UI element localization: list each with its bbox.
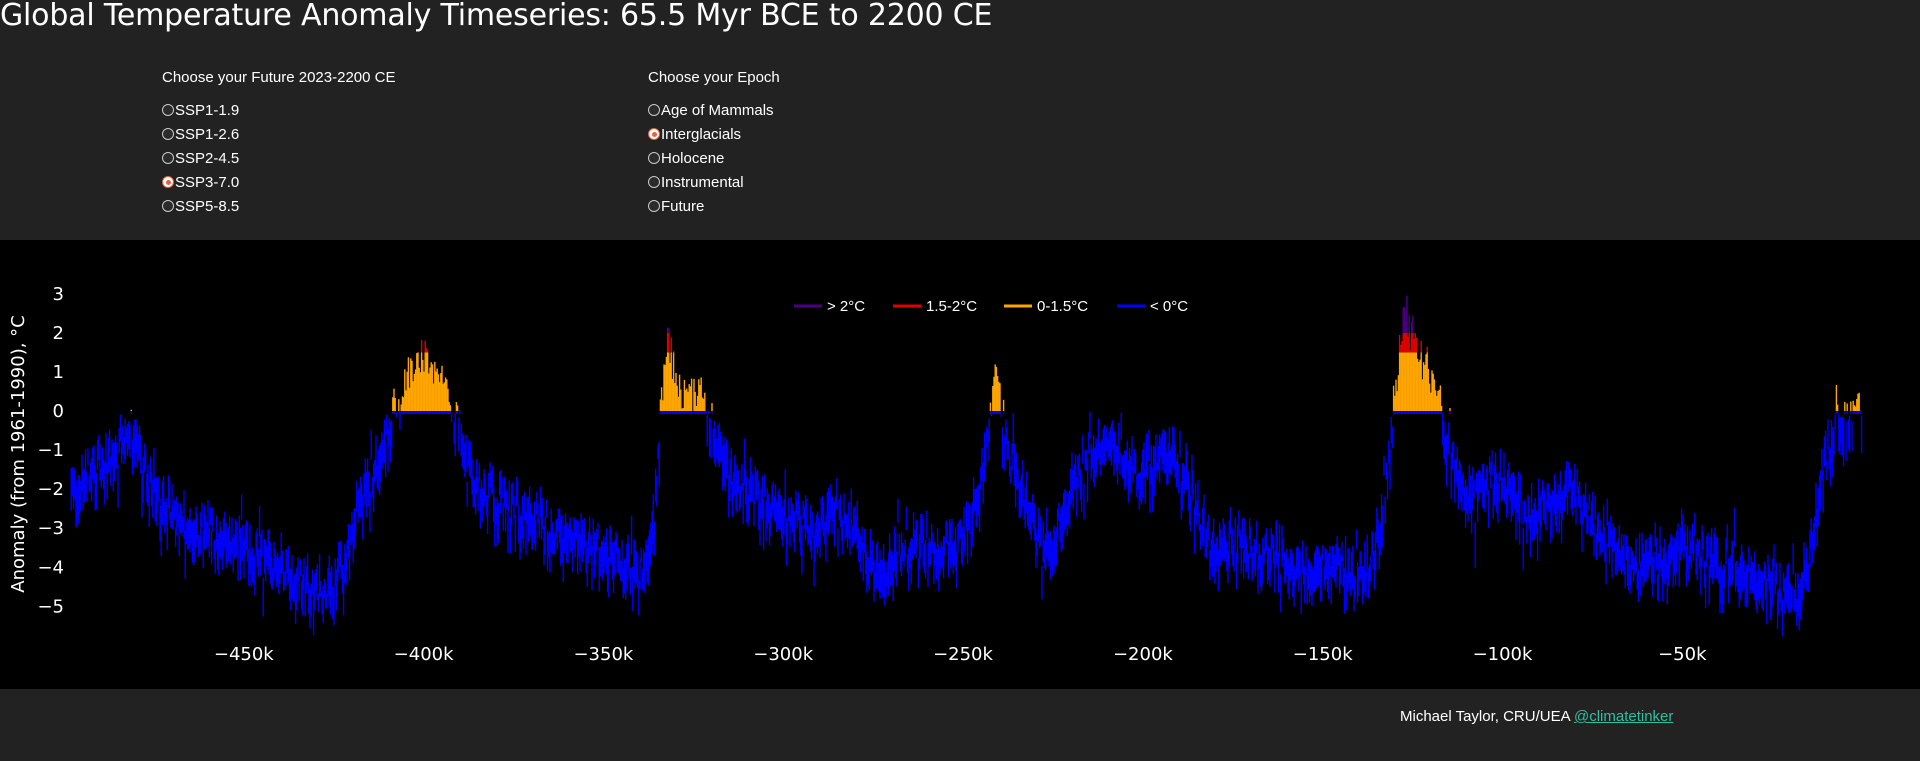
legend-label: < 0°C: [1150, 298, 1188, 315]
epoch-control-label: Choose your Epoch: [648, 69, 780, 86]
future-option-label: SSP3-7.0: [175, 173, 240, 191]
epoch-control: Choose your Epoch Age of Mammals Intergla…: [648, 68, 780, 218]
future-radio-group: SSP1-1.9 SSP1-2.6 SSP2-4.5 SSP3-7.0 SSP5-8.5: [162, 98, 395, 218]
epoch-radio-button[interactable]: [648, 176, 660, 188]
epoch-option[interactable]: Future: [648, 194, 780, 218]
page-title: Global Temperature Anomaly Timeseries: 6…: [0, 0, 993, 33]
future-option[interactable]: SSP2-4.5: [162, 146, 395, 170]
future-option[interactable]: SSP1-2.6: [162, 122, 395, 146]
future-control-label: Choose your Future 2023-2200 CE: [162, 69, 396, 86]
x-tick-label: −200k: [1113, 644, 1173, 665]
x-tick-label: −250k: [933, 644, 993, 665]
legend-label: > 2°C: [827, 298, 865, 315]
future-option[interactable]: SSP3-7.0: [162, 170, 395, 194]
epoch-option[interactable]: Age of Mammals: [648, 98, 780, 122]
y-tick-label: −3: [37, 518, 64, 539]
y-tick-label: 1: [53, 362, 64, 383]
y-tick-label: −4: [37, 557, 64, 578]
y-tick-label: 0: [53, 401, 64, 422]
epoch-option-label: Interglacials: [661, 125, 742, 143]
future-radio-button[interactable]: [162, 104, 174, 116]
x-tick-label: −350k: [573, 644, 633, 665]
future-scenario-control: Choose your Future 2023-2200 CE SSP1-1.9…: [162, 68, 395, 218]
x-tick-label: −150k: [1293, 644, 1353, 665]
epoch-radio-button[interactable]: [648, 152, 660, 164]
twitter-handle-link[interactable]: @climatetinker: [1573, 708, 1674, 725]
future-option-label: SSP1-2.6: [175, 125, 240, 143]
y-tick-label: −5: [37, 596, 64, 617]
anomaly-series: [70, 295, 1863, 637]
y-axis-title: Anomaly (from 1961-1990), °C: [8, 315, 29, 592]
epoch-radio-group: Age of Mammals Interglacials Holocene Instr…: [648, 98, 780, 218]
future-option[interactable]: SSP1-1.9: [162, 98, 395, 122]
y-tick-label: −2: [37, 479, 64, 500]
epoch-radio-button[interactable]: [648, 200, 660, 212]
x-tick-label: −400k: [394, 644, 454, 665]
x-tick-label: −100k: [1473, 644, 1533, 665]
x-tick-label: −50k: [1658, 644, 1707, 665]
future-option[interactable]: SSP5-8.5: [162, 194, 395, 218]
future-radio-button[interactable]: [162, 128, 174, 140]
x-axis: −450k −400k −350k −300k −250k −200k −150k −100k…: [214, 644, 1707, 665]
chart-panel[interactable]: Anomaly (from 1961-1990), °C 3 2 1 0 −1 −2 −3 −4…: [0, 240, 1920, 689]
epoch-radio-button[interactable]: [648, 104, 660, 116]
legend-label: 0-1.5°C: [1037, 298, 1088, 315]
legend: > 2°C 1.5-2°C 0-1.5°C < 0°C: [794, 298, 1188, 315]
future-radio-button[interactable]: [162, 152, 174, 164]
y-axis: 3 2 1 0 −1 −2 −3 −4 −5: [37, 284, 64, 618]
future-option-label: SSP5-8.5: [175, 197, 240, 215]
footer-author: Michael Taylor, CRU/UEA: [1400, 708, 1570, 725]
legend-label: 1.5-2°C: [926, 298, 977, 315]
x-tick-label: −450k: [214, 644, 274, 665]
epoch-option-label: Instrumental: [661, 173, 744, 191]
footer-credit: Michael Taylor, CRU/UEA @climatetinker: [1400, 708, 1673, 725]
epoch-option-label: Age of Mammals: [661, 101, 774, 119]
future-option-label: SSP2-4.5: [175, 149, 240, 167]
y-tick-label: −1: [37, 440, 64, 461]
epoch-option[interactable]: Holocene: [648, 146, 780, 170]
future-radio-button[interactable]: [162, 200, 174, 212]
epoch-option-label: Holocene: [661, 149, 725, 167]
x-tick-label: −300k: [753, 644, 813, 665]
epoch-option-label: Future: [661, 197, 705, 215]
epoch-option[interactable]: Instrumental: [648, 170, 780, 194]
future-option-label: SSP1-1.9: [175, 101, 240, 119]
epoch-radio-button[interactable]: [648, 128, 660, 140]
temperature-chart[interactable]: Anomaly (from 1961-1990), °C 3 2 1 0 −1 −2 −3 −4…: [0, 240, 1920, 689]
y-tick-label: 3: [53, 284, 64, 305]
future-radio-button[interactable]: [162, 176, 174, 188]
y-tick-label: 2: [53, 323, 64, 344]
epoch-option[interactable]: Interglacials: [648, 122, 780, 146]
